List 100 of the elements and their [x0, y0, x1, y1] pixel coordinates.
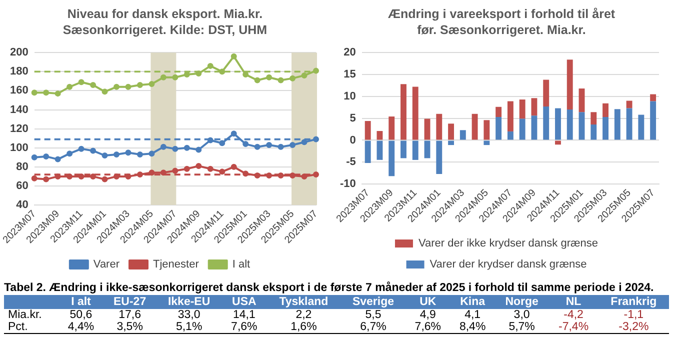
- bar: [436, 140, 442, 174]
- bar: [364, 120, 371, 140]
- bar: [578, 88, 585, 112]
- bar: [507, 131, 514, 140]
- point: [160, 170, 166, 176]
- data-label: -4,2: [562, 309, 584, 321]
- y-tick-label: -5: [346, 156, 356, 168]
- point: [290, 172, 296, 178]
- data-label: 6,7%: [359, 321, 388, 334]
- bar: [626, 108, 632, 140]
- y-tick-label: 180: [10, 66, 28, 78]
- data-label: 4,9: [418, 309, 437, 321]
- category-label: Sverige: [351, 295, 396, 309]
- bar: [364, 140, 371, 163]
- point: [196, 162, 202, 169]
- point: [78, 79, 84, 86]
- point: [230, 130, 237, 137]
- legend-label: I alt: [232, 258, 250, 271]
- point: [102, 88, 108, 95]
- bar: [555, 108, 561, 140]
- point: [43, 176, 50, 182]
- bar: [519, 99, 526, 119]
- data-label: 7,6%: [414, 321, 442, 334]
- bar: [388, 140, 395, 176]
- bar: [412, 86, 418, 140]
- data-label: 17,6: [118, 309, 142, 321]
- bar: [460, 130, 466, 140]
- point: [148, 150, 155, 157]
- category-label: Frankrig: [610, 295, 658, 309]
- bar: [590, 124, 597, 140]
- point: [254, 144, 260, 150]
- data-label: 5,1%: [174, 321, 204, 334]
- bar: [376, 131, 383, 140]
- chart-title: Niveau for dansk eksport. Mia.kr. Sæsonkorrigeret. Kilde: DST, UHM: [62, 6, 268, 38]
- data-label: 14,1: [232, 309, 256, 321]
- data-label: 3,0: [512, 309, 531, 321]
- bar: [376, 140, 383, 160]
- category-label: I alt: [70, 295, 92, 309]
- point: [160, 74, 166, 80]
- point: [290, 142, 296, 148]
- bar: [484, 120, 490, 140]
- point: [90, 173, 96, 180]
- chart-title: Ændring i vareeksport i forhold til året før. Sæsonkorrigeret. Mia.kr.: [386, 6, 616, 38]
- y-tick-label: 120: [10, 122, 28, 135]
- bar: [590, 112, 597, 124]
- point: [54, 156, 61, 162]
- bar: [448, 140, 454, 146]
- data-label: 1,6%: [290, 321, 318, 334]
- point: [31, 175, 38, 182]
- bar: [400, 84, 406, 140]
- bar: [566, 60, 573, 110]
- point: [102, 176, 108, 182]
- bar: [543, 80, 550, 106]
- text: Tabel 2. Ændring i ikke-sæsonkorrigeret dansk eksport i de første 7 måneder af 2025 i forhold til samme periode i 2024.: [4, 282, 655, 294]
- bar: [566, 110, 573, 140]
- point: [136, 82, 143, 88]
- legend-label: Varer der krydser dansk grænse: [430, 258, 587, 271]
- data-label: -1,1: [622, 309, 645, 321]
- category-label: Tyskland: [278, 295, 330, 309]
- category-label: UK: [418, 295, 438, 309]
- text: Mia.kr.: [7, 309, 43, 321]
- point: [78, 146, 84, 152]
- data-label: 4,4%: [66, 321, 96, 334]
- point: [313, 68, 319, 74]
- point: [207, 62, 214, 69]
- y-tick-label: 140: [10, 104, 28, 116]
- y-tick-label: 80: [16, 160, 28, 173]
- point: [125, 150, 132, 156]
- point: [184, 166, 190, 172]
- data-label: 8,4%: [458, 321, 487, 334]
- bar: [412, 140, 418, 160]
- category-label: Kina: [459, 295, 486, 309]
- point: [219, 140, 226, 146]
- data-label: 4,1: [464, 309, 482, 321]
- category-label: NL: [564, 295, 582, 309]
- y-tick-label: 60: [16, 180, 28, 192]
- data-label: 33,0: [176, 309, 202, 321]
- bar: [602, 117, 608, 140]
- point: [172, 74, 178, 80]
- point: [172, 168, 178, 174]
- point: [54, 90, 61, 97]
- category-label: EU-27: [112, 295, 148, 309]
- y-tick-label: 160: [10, 84, 28, 97]
- point: [313, 136, 319, 142]
- point: [301, 173, 308, 180]
- bar: [388, 116, 395, 140]
- point: [148, 81, 155, 88]
- bar: [400, 140, 406, 158]
- y-tick-label: 200: [10, 46, 28, 59]
- y-tick-label: 15: [344, 68, 356, 81]
- y-tick-label: 40: [16, 199, 28, 212]
- data-label: -3,2%: [618, 321, 650, 334]
- point: [196, 146, 202, 153]
- point: [207, 166, 214, 172]
- bar: [436, 114, 442, 140]
- bar: [650, 94, 656, 102]
- point: [43, 90, 50, 96]
- data-label: 5,7%: [508, 321, 536, 334]
- y-tick-label: 20: [344, 46, 356, 59]
- point: [184, 144, 190, 151]
